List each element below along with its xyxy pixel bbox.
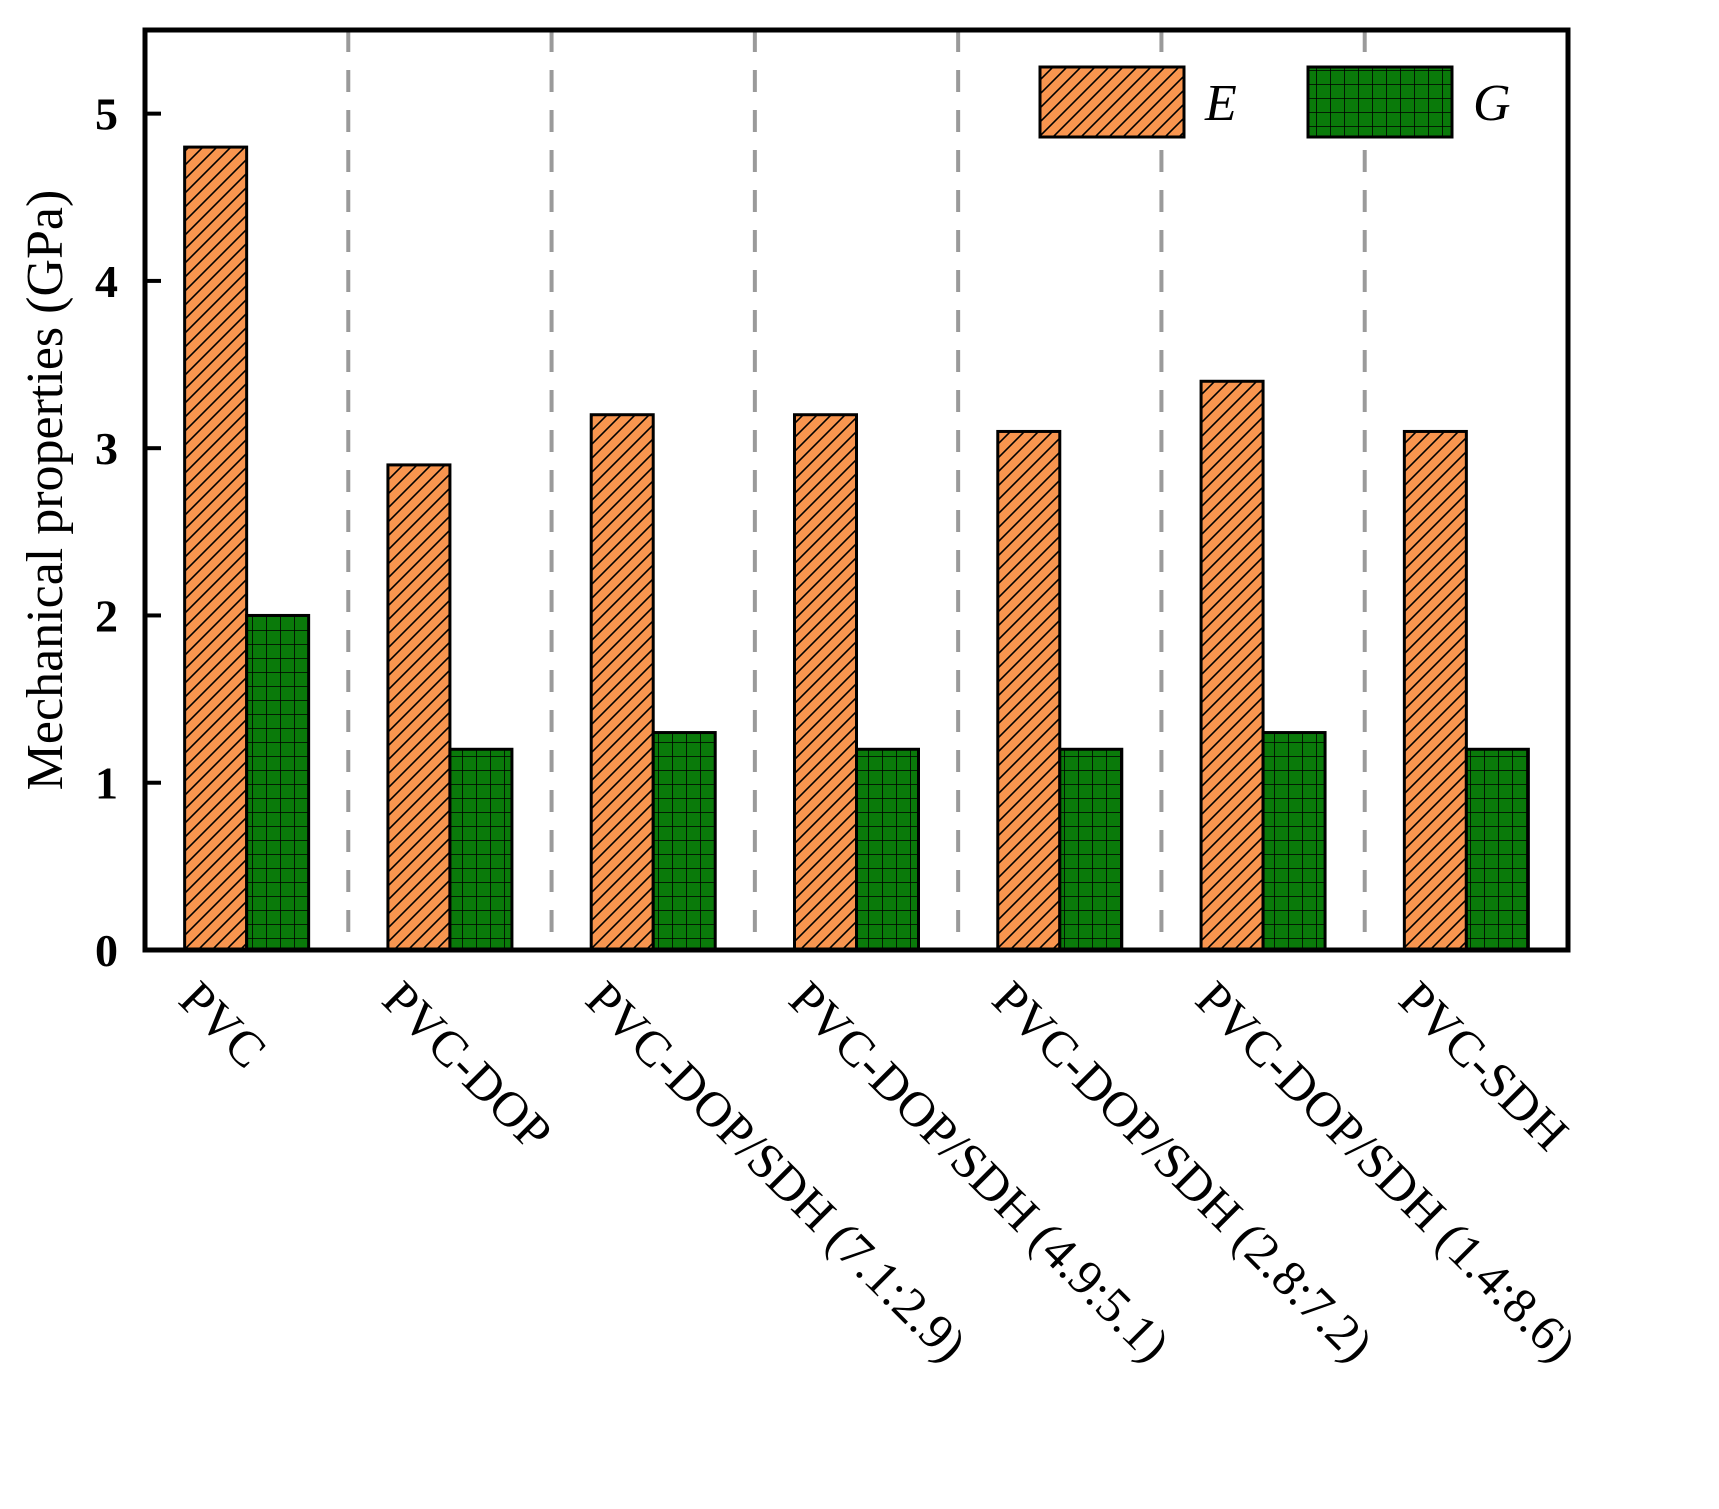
y-tick-label: 2 [95, 590, 118, 641]
bar-g-1 [245, 613, 311, 952]
plot-frame [142, 27, 1571, 953]
y-axis: 0 1 2 3 4 5 [95, 89, 161, 976]
bar-e-6 [1199, 379, 1265, 952]
x-tick-label: PVC [169, 970, 277, 1078]
bar-g-5 [1058, 747, 1124, 952]
bar-g-4 [855, 747, 920, 952]
y-tick-label: 0 [95, 925, 118, 976]
x-tick-label: PVC-DOP [372, 970, 563, 1161]
bars-layer [183, 145, 1530, 952]
x-tick-label: PVC-DOP/SDH (7.1:2.9) [575, 970, 977, 1372]
legend-label-e: E [1204, 75, 1237, 132]
bar-g-6 [1261, 731, 1327, 952]
x-tick-label: PVC-DOP/SDH (4.9:5.1) [779, 970, 1181, 1372]
bar-g-7 [1464, 747, 1530, 952]
bar-g-3 [651, 731, 717, 952]
y-tick-label: 5 [95, 89, 118, 140]
legend-swatch-e [1038, 65, 1186, 139]
y-tick-label: 4 [95, 256, 118, 307]
legend-label-g: G [1473, 75, 1511, 132]
y-tick-label: 1 [95, 758, 118, 809]
bar-e-4 [793, 413, 858, 952]
y-tick-label: 3 [95, 423, 118, 474]
bar-e-2 [386, 463, 452, 952]
y-axis-title: Mechanical properties (GPa) [17, 190, 74, 791]
separator-layer [346, 30, 1367, 950]
x-tick-label: PVC-SDH [1389, 970, 1580, 1161]
bar-e-7 [1402, 429, 1468, 952]
x-tick-label: PVC-DOP/SDH (1.4:8.6) [1185, 970, 1587, 1372]
x-tick-label: PVC-DOP/SDH (2.8:7.2) [982, 970, 1384, 1372]
bar-g-2 [448, 747, 514, 952]
legend-swatch-g [1306, 65, 1454, 139]
bar-e-3 [589, 413, 655, 952]
bar-e-5 [996, 429, 1062, 952]
x-axis: PVC PVC-DOP PVC-DOP/SDH (7.1:2.9)PVC-DOP/S… [169, 970, 1587, 1372]
bar-e-1 [183, 145, 249, 952]
